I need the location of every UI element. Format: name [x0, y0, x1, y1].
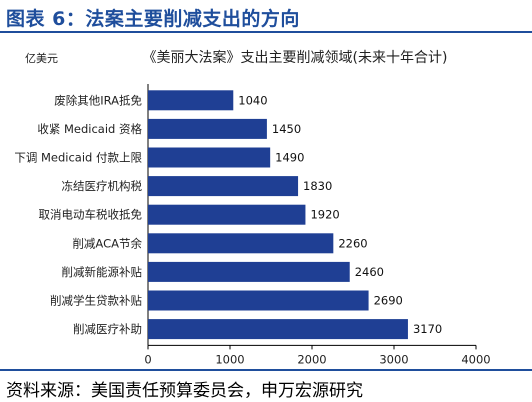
- bar: [148, 233, 334, 254]
- category-label: 废除其他IRA抵免: [54, 93, 142, 107]
- source-rule: [0, 369, 532, 371]
- x-tick-label: 2000: [297, 352, 326, 364]
- figure-source: 资料来源：美国责任预算委员会，申万宏源研究: [6, 381, 363, 401]
- bar: [148, 319, 408, 340]
- unit-label: 亿美元: [25, 52, 58, 65]
- category-label: 削减学生贷款补贴: [50, 294, 142, 308]
- x-tick-label: 1000: [215, 352, 244, 364]
- category-label: 收紧 Medicaid 资格: [37, 122, 142, 136]
- x-tick-label: 4000: [461, 352, 490, 364]
- bar: [148, 204, 306, 225]
- category-label: 削减医疗补助: [73, 322, 142, 336]
- x-tick-label: 0: [144, 352, 151, 364]
- bar: [148, 176, 299, 197]
- value-label: 1920: [310, 208, 339, 222]
- value-label: 2260: [338, 236, 367, 250]
- bar: [148, 261, 350, 282]
- value-label: 1830: [303, 179, 332, 193]
- bar-chart: 亿美元 《美丽大法案》支出主要削减领域(未来十年合计) 废除其他IRA抵免 104…: [14, 49, 491, 364]
- value-label: 3170: [413, 322, 442, 336]
- bar: [148, 147, 271, 168]
- category-label: 冻结医疗机构税: [62, 179, 143, 193]
- chart-title: 《美丽大法案》支出主要削减领域(未来十年合计): [143, 49, 448, 66]
- value-label: 1040: [238, 93, 267, 107]
- category-label: 削减新能源补贴: [62, 265, 143, 279]
- bars-layer: 废除其他IRA抵免 1040 收紧 Medicaid 资格 1450 下调 Medica…: [14, 90, 491, 364]
- title-rule: [0, 31, 532, 33]
- category-label: 削减ACA节余: [72, 236, 142, 250]
- value-label: 1450: [272, 122, 301, 136]
- value-label: 1490: [275, 151, 304, 165]
- x-tick-label: 3000: [379, 352, 408, 364]
- bar: [148, 118, 267, 139]
- value-label: 2460: [355, 265, 384, 279]
- value-label: 2690: [374, 294, 403, 308]
- bar: [148, 290, 369, 311]
- category-label: 下调 Medicaid 付款上限: [14, 151, 142, 165]
- figure-title: 图表 6：法案主要削减支出的方向: [6, 8, 300, 30]
- bar: [148, 90, 234, 111]
- category-label: 取消电动车税收抵免: [39, 208, 143, 222]
